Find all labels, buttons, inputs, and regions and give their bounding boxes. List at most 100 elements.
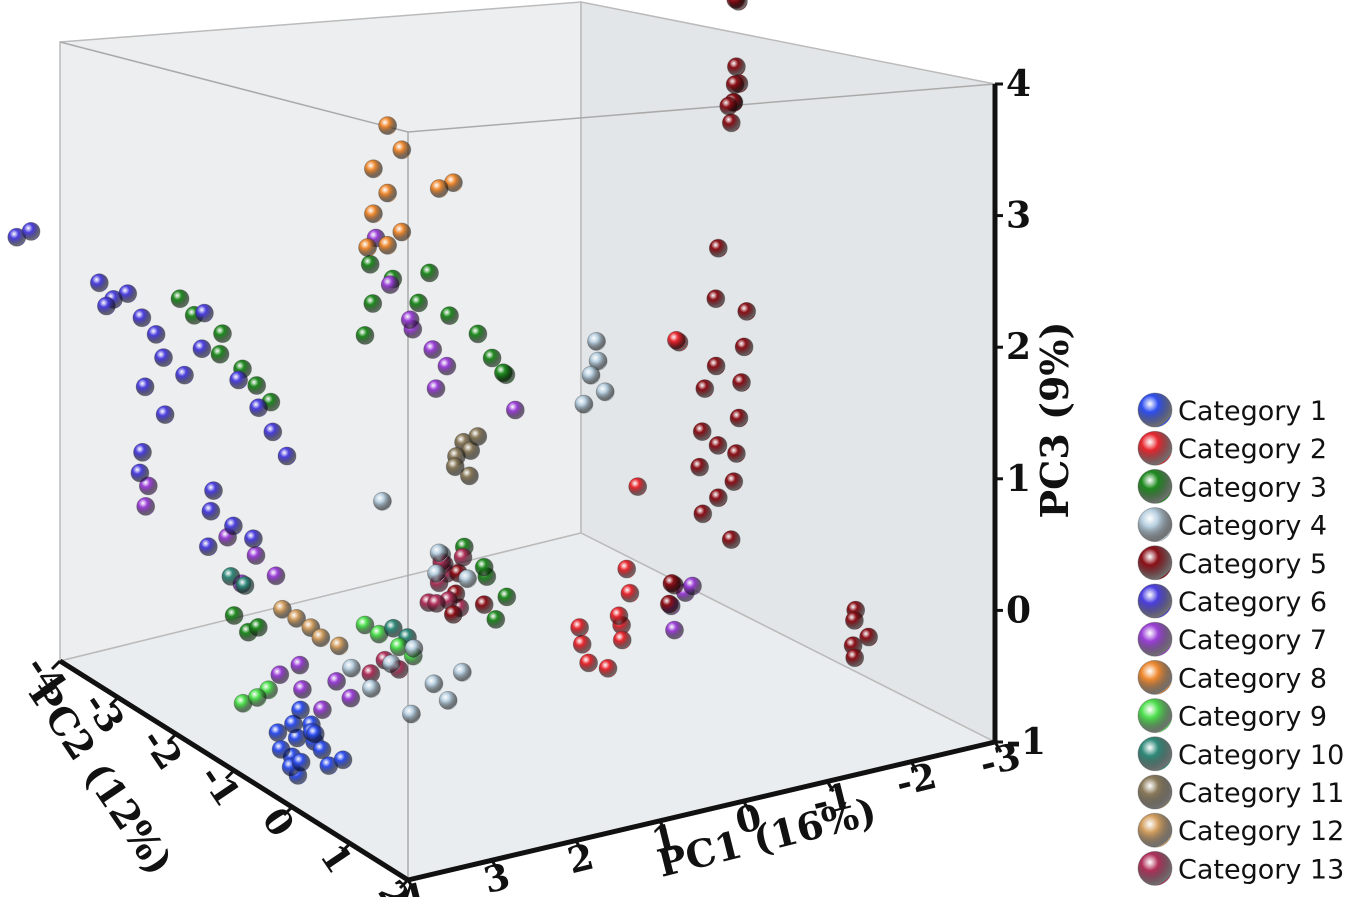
legend: Category 1 Category 2 Category 3 Category 4…	[1137, 392, 1344, 886]
data-point	[693, 504, 713, 524]
legend-marker	[1137, 812, 1173, 848]
data-point	[170, 289, 190, 309]
legend-entry: Category 8	[1137, 659, 1327, 695]
data-point	[727, 57, 746, 77]
legend-entry: Category 6	[1137, 583, 1327, 619]
front-edge-top-left	[59, 41, 409, 133]
data-point	[361, 679, 381, 698]
data-point	[427, 564, 446, 583]
data-point	[400, 310, 420, 330]
data-point	[468, 427, 488, 446]
data-point	[213, 324, 232, 344]
data-point	[305, 724, 325, 744]
data-point	[138, 476, 158, 496]
data-point	[243, 529, 263, 549]
data-point	[287, 609, 307, 628]
legend-label: Category 3	[1178, 472, 1327, 503]
data-point	[224, 606, 244, 625]
legend-marker	[1137, 392, 1173, 428]
data-point	[721, 113, 741, 133]
pc2-tick-mark	[224, 769, 236, 780]
legend-entry: Category 9	[1137, 698, 1327, 734]
legend-marker	[1137, 583, 1173, 619]
data-point	[223, 516, 243, 536]
data-point	[204, 481, 223, 501]
data-point	[695, 379, 715, 399]
data-point	[724, 472, 744, 492]
data-point	[468, 324, 488, 344]
legend-marker	[1137, 621, 1173, 657]
data-point	[291, 752, 311, 772]
pc1-tick-mark	[825, 780, 835, 793]
pc1-tick-label: -3	[976, 735, 1025, 785]
legend-entry: Category 10	[1137, 736, 1344, 772]
data-point	[617, 559, 637, 579]
legend-entry: Category 13	[1137, 850, 1344, 886]
data-point	[311, 628, 331, 648]
data-point	[726, 0, 746, 9]
data-point	[327, 672, 347, 691]
front-edge-top-right	[407, 83, 996, 133]
legend-label: Category 6	[1178, 587, 1327, 618]
legend-label: Category 13	[1178, 854, 1344, 885]
data-point	[312, 700, 332, 720]
pc1-axis-line	[407, 739, 996, 883]
data-point	[248, 618, 268, 637]
data-point	[612, 630, 632, 650]
data-point	[355, 325, 375, 345]
data-point	[360, 254, 380, 274]
data-point	[132, 308, 152, 328]
pc3-tick-label: -1	[1006, 721, 1046, 763]
data-point	[474, 595, 494, 614]
legend-label: Category 12	[1178, 816, 1344, 847]
legend-label: Category 4	[1178, 511, 1327, 542]
data-point	[89, 273, 109, 293]
data-point	[659, 594, 679, 614]
data-point	[437, 356, 457, 376]
data-point	[341, 658, 361, 678]
data-point	[482, 348, 502, 368]
legend-label: Category 5	[1178, 549, 1327, 580]
legend-label: Category 7	[1178, 625, 1327, 656]
data-point	[341, 688, 361, 708]
data-point	[154, 348, 173, 368]
legend-marker	[1137, 545, 1173, 581]
legend-entry: Category 11	[1137, 774, 1344, 810]
data-point	[333, 750, 353, 770]
data-point	[221, 567, 241, 586]
pc2-tick-mark	[282, 805, 294, 817]
pc1-tick-mark	[993, 741, 1003, 753]
data-point	[628, 477, 648, 497]
data-point	[97, 296, 116, 316]
data-point	[579, 653, 598, 673]
data-point	[438, 691, 458, 710]
pc1-tick-mark	[909, 760, 919, 773]
legend-entry: Category 5	[1137, 545, 1327, 581]
data-point	[443, 605, 463, 624]
data-point	[445, 457, 465, 477]
data-point	[708, 238, 728, 258]
legend-marker	[1137, 659, 1173, 695]
pc1-tick-label: -2	[892, 755, 941, 805]
data-point	[427, 594, 446, 613]
data-point	[665, 620, 684, 640]
data-point	[363, 159, 383, 179]
data-point	[727, 444, 746, 463]
data-point	[574, 394, 594, 414]
data-point	[706, 289, 726, 309]
data-point	[486, 610, 506, 629]
data-point	[235, 576, 255, 595]
data-point	[155, 405, 175, 425]
legend-marker	[1137, 850, 1173, 886]
data-point	[246, 546, 266, 565]
legend-label: Category 8	[1178, 663, 1327, 694]
pc1-tick-label: 3	[480, 855, 514, 897]
data-point	[706, 356, 726, 376]
data-point	[270, 665, 290, 685]
data-point	[201, 501, 221, 521]
legend-marker	[1137, 736, 1173, 772]
data-point	[737, 301, 757, 321]
data-point	[358, 238, 378, 257]
data-point	[292, 680, 312, 699]
